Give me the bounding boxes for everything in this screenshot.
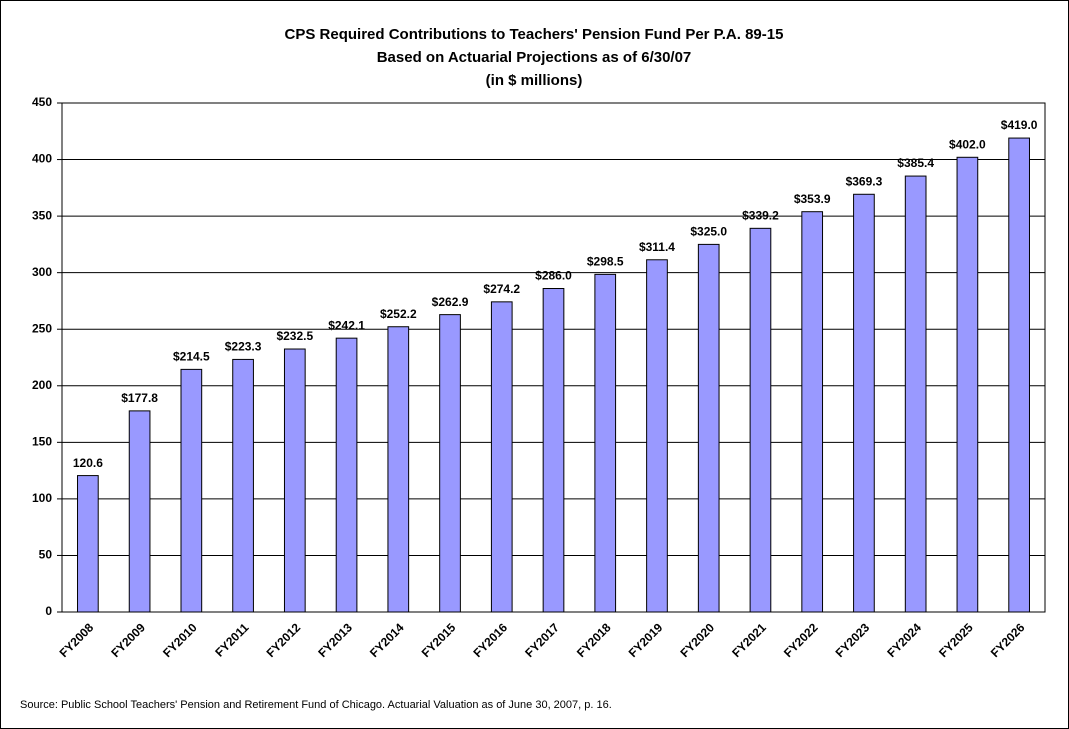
bar (1008, 137, 1030, 613)
data-label: $232.5 (276, 329, 313, 343)
y-tick-label: 300 (32, 265, 52, 279)
chart-title: Based on Actuarial Projections as of 6/3… (377, 49, 692, 66)
bar (283, 348, 306, 613)
data-label: $385.4 (897, 156, 934, 170)
bar (77, 475, 99, 613)
y-tick-label: 350 (32, 208, 52, 222)
data-label: $177.8 (121, 391, 158, 405)
data-label: $339.2 (742, 208, 779, 222)
data-label: $274.2 (483, 282, 520, 296)
bar (542, 288, 565, 613)
y-tick-label: 150 (32, 435, 52, 449)
y-tick-label: 400 (32, 152, 52, 166)
y-tick-label: 100 (32, 491, 52, 505)
bar (956, 156, 979, 613)
data-label: $419.0 (1001, 118, 1038, 132)
bar (697, 243, 720, 613)
data-label: $369.3 (846, 174, 883, 188)
bar (335, 337, 358, 613)
bar (180, 368, 203, 613)
bar (387, 326, 410, 613)
data-label: $298.5 (587, 255, 624, 269)
data-label: $262.9 (432, 295, 469, 309)
data-label: 120.6 (73, 456, 103, 470)
bar (439, 314, 461, 613)
chart-title: CPS Required Contributions to Teachers' … (285, 26, 784, 43)
data-label: $223.3 (225, 340, 262, 354)
y-tick-label: 250 (32, 321, 52, 335)
data-label: $214.5 (173, 350, 210, 364)
data-label: $242.1 (328, 318, 365, 332)
data-label: $353.9 (794, 192, 831, 206)
data-label: $402.0 (949, 137, 986, 151)
y-tick-label: 200 (32, 378, 52, 392)
bar (904, 175, 927, 613)
bar (128, 410, 151, 613)
bar (801, 211, 824, 613)
bar (749, 227, 772, 613)
source-note: Source: Public School Teachers' Pension … (20, 699, 612, 711)
bar (232, 358, 254, 613)
data-label: $252.2 (380, 307, 417, 321)
chart-title: (in $ millions) (486, 72, 583, 89)
y-tick-label: 0 (45, 604, 52, 618)
bar (594, 273, 617, 613)
y-tick-label: 450 (32, 95, 52, 109)
data-label: $286.0 (535, 269, 572, 283)
bar (646, 259, 668, 613)
y-tick-label: 50 (39, 548, 53, 562)
bar (490, 301, 513, 613)
bar (853, 193, 875, 613)
data-label: $311.4 (639, 240, 675, 254)
data-label: $325.0 (690, 225, 727, 239)
